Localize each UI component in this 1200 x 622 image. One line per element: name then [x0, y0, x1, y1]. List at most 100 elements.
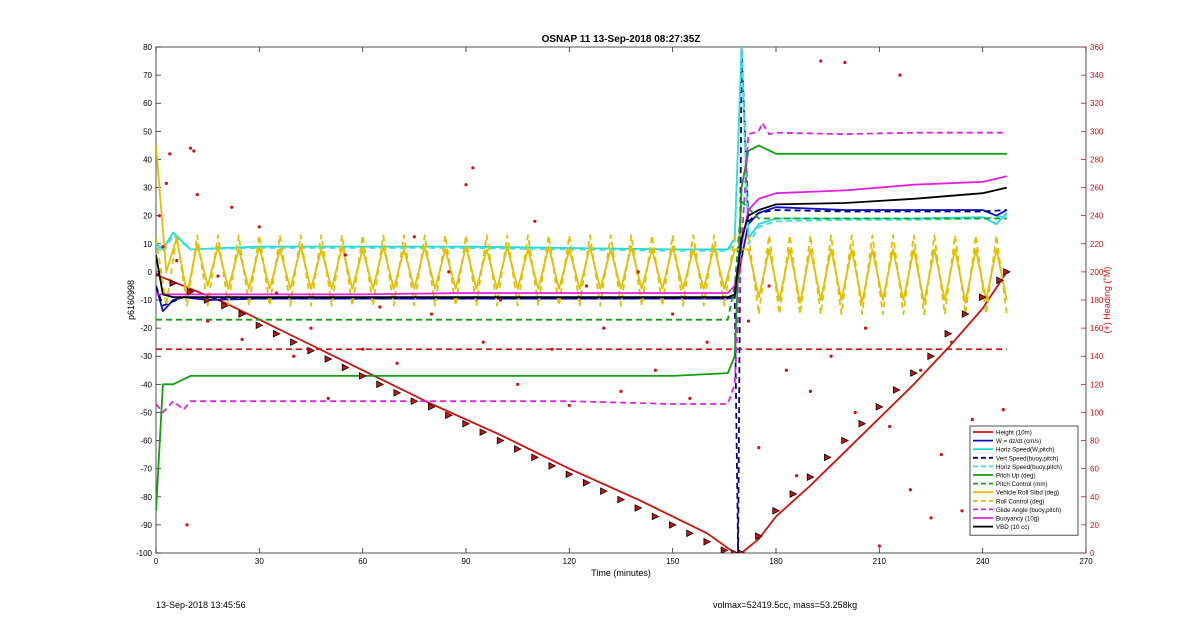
- depth-marker: [169, 279, 178, 287]
- heading-point: [919, 368, 923, 372]
- heading-point: [188, 146, 193, 150]
- depth-marker: [290, 338, 298, 347]
- heading-point: [853, 410, 857, 415]
- series-line-4: [156, 47, 1007, 553]
- depth-marker: [238, 310, 247, 318]
- x-tick-label: 60: [358, 557, 367, 566]
- depth-marker: [651, 512, 660, 521]
- depth-marker: [307, 346, 316, 355]
- depth-marker: [156, 272, 161, 277]
- x-tick-label: 90: [462, 557, 471, 566]
- heading-point: [216, 274, 220, 278]
- y-right-tick-label: 200: [1090, 268, 1104, 277]
- heading-point: [481, 340, 485, 344]
- depth-marker: [617, 495, 626, 504]
- heading-point: [843, 60, 847, 65]
- heading-point: [619, 389, 623, 393]
- depth-marker: [634, 504, 643, 512]
- x-tick-label: 270: [1079, 557, 1093, 566]
- y-tick-label: -70: [140, 465, 152, 474]
- depth-marker: [582, 478, 591, 487]
- heading-point: [164, 181, 168, 185]
- y-right-tick-label: 220: [1090, 240, 1104, 249]
- depth-marker: [531, 453, 539, 462]
- depth-marker: [479, 428, 488, 436]
- depth-marker: [824, 453, 832, 462]
- heading-point: [464, 183, 468, 187]
- depth-marker: [496, 436, 505, 445]
- y-tick-label: -80: [140, 493, 152, 502]
- series-line-5: [156, 47, 1007, 254]
- y-tick-label: -30: [140, 352, 152, 361]
- heading-point: [908, 488, 912, 492]
- y-tick-label: 40: [143, 155, 152, 164]
- heading-point: [584, 284, 589, 288]
- x-tick-label: 30: [255, 557, 264, 566]
- depth-marker: [204, 296, 212, 304]
- heading-points: [157, 59, 1005, 548]
- heading-point: [950, 340, 954, 344]
- heading-point: [550, 347, 554, 351]
- series-layer: [156, 47, 1008, 553]
- heading-point: [898, 73, 902, 77]
- y-tick-label: 0: [148, 268, 153, 277]
- footer-timestamp: 13-Sep-2018 13:45:56: [156, 600, 246, 610]
- depth-marker: [255, 321, 264, 330]
- x-axis-ticks: 0 30 60 90 120 150 180 210 240 270: [154, 47, 1093, 566]
- y-tick-label: -90: [140, 521, 152, 530]
- heading-point: [343, 253, 348, 257]
- heading-point: [636, 270, 640, 274]
- heading-point: [274, 291, 279, 295]
- depth-marker: [875, 402, 884, 411]
- depth-marker: [548, 462, 557, 470]
- depth-marker: [324, 355, 333, 363]
- depth-marker: [514, 445, 522, 453]
- y-right-tick-label: 140: [1090, 352, 1104, 361]
- legend-label: Height (10m): [996, 430, 1032, 437]
- depth-marker: [462, 419, 471, 428]
- heading-point: [471, 166, 475, 170]
- depth-marker: [445, 411, 453, 420]
- depth-marker: [996, 276, 1004, 285]
- x-tick-label: 240: [976, 557, 990, 566]
- heading-point: [168, 152, 172, 156]
- legend-label: Buoyancy (10g): [996, 516, 1039, 523]
- depth-marker: [186, 287, 195, 296]
- depth-marker: [393, 388, 402, 397]
- y-right-tick-label: 80: [1090, 437, 1099, 446]
- legend-label: Pitch Up (deg): [996, 473, 1036, 480]
- y-right-tick-label: 100: [1090, 408, 1104, 417]
- heading-point: [970, 417, 974, 422]
- legend-label: Vert Speed(buoy,pitch): [996, 455, 1058, 462]
- heading-point: [429, 312, 434, 316]
- y-tick-label: -10: [140, 296, 152, 305]
- heading-point: [447, 270, 451, 274]
- y-tick-label: -50: [140, 408, 152, 417]
- depth-marker: [669, 521, 677, 529]
- heading-point: [863, 326, 868, 330]
- series-line-6: [156, 144, 1007, 511]
- depth-marker: [341, 363, 350, 372]
- y-tick-label: 10: [143, 240, 152, 249]
- y-right-axis-label: (+) Heading (°M): [1102, 267, 1112, 334]
- legend-label: VBD (10 cc): [996, 524, 1029, 531]
- y-right-tick-label: 40: [1090, 493, 1099, 502]
- heading-point: [877, 544, 881, 548]
- depth-marker: [961, 310, 970, 318]
- legend-label: Horiz Speed(W,pitch): [996, 447, 1054, 454]
- y-right-tick-label: 300: [1090, 127, 1104, 136]
- depth-marker: [410, 397, 419, 406]
- depth-marker: [789, 490, 798, 498]
- depth-marker: [944, 329, 953, 338]
- depth-marker: [892, 386, 901, 394]
- y-right-tick-label: 360: [1090, 43, 1104, 52]
- depth-marker: [772, 506, 781, 515]
- heading-point: [309, 326, 313, 330]
- heading-point: [819, 59, 823, 63]
- y-right-tick-label: 0: [1090, 549, 1095, 558]
- heading-point: [230, 205, 234, 209]
- y-right-tick-label: 20: [1090, 521, 1099, 530]
- y-right-tick-label: 340: [1090, 71, 1104, 80]
- heading-point: [829, 354, 833, 358]
